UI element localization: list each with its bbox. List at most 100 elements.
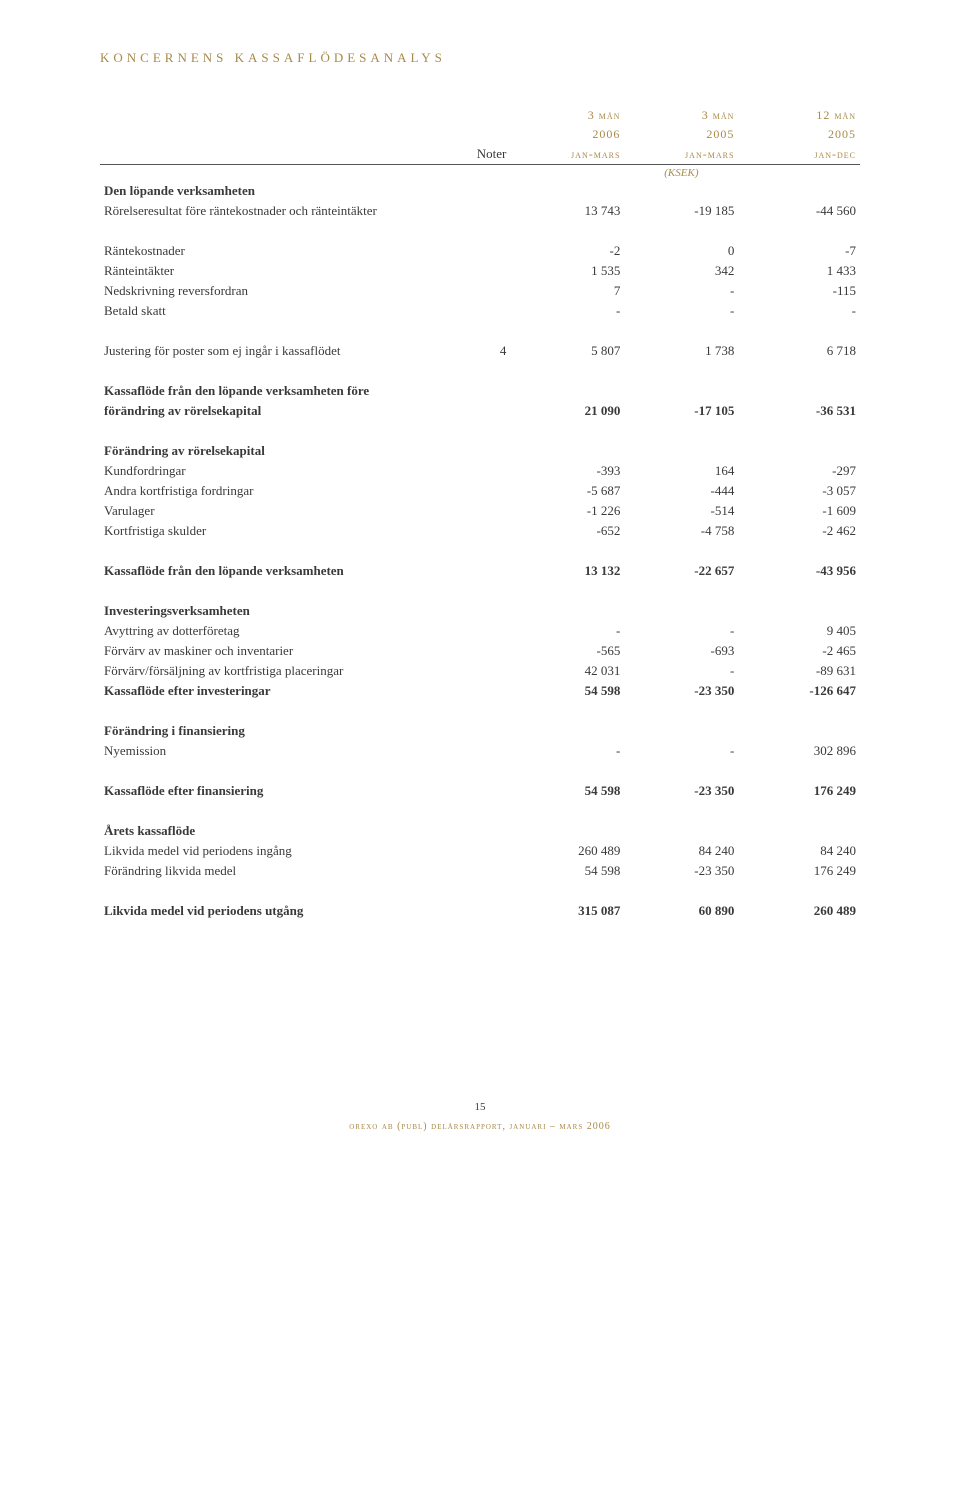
row-value: -444 bbox=[624, 481, 738, 501]
page: koncernens kassaflödesanalys 3 mån 3 mån… bbox=[0, 0, 960, 1172]
row-value: 176 249 bbox=[738, 861, 860, 881]
row-value: -7 bbox=[738, 241, 860, 261]
table-row: Räntekostnader-20-7 bbox=[100, 241, 860, 261]
section-heading: Investeringsverksamheten bbox=[100, 601, 860, 621]
row-noter bbox=[450, 241, 511, 261]
row-noter bbox=[450, 501, 511, 521]
table-row: Kassaflöde efter finansiering54 598-23 3… bbox=[100, 781, 860, 801]
row-label: Kundfordringar bbox=[100, 461, 450, 481]
section-heading-row: Förändring i finansiering bbox=[100, 721, 860, 741]
table-row: Förändring likvida medel 54 598-23 350176… bbox=[100, 861, 860, 881]
row-noter bbox=[450, 281, 511, 301]
row-value: 5 807 bbox=[510, 341, 624, 361]
table-row: Justering för poster som ej ingår i kass… bbox=[100, 341, 860, 361]
row-value: 84 240 bbox=[738, 841, 860, 861]
table-row: Likvida medel vid periodens ingång260 48… bbox=[100, 841, 860, 861]
row-value: 1 433 bbox=[738, 261, 860, 281]
row-value: 164 bbox=[624, 461, 738, 481]
row-value: -3 057 bbox=[738, 481, 860, 501]
row-value: -2 462 bbox=[738, 521, 860, 541]
table-row: Kassaflöde från den löpande verksamheten… bbox=[100, 381, 860, 401]
row-value: 315 087 bbox=[510, 901, 624, 921]
row-value: -514 bbox=[624, 501, 738, 521]
row-value: -23 350 bbox=[624, 861, 738, 881]
row-value: -22 657 bbox=[624, 561, 738, 581]
row-label: Avyttring av dotterföretag bbox=[100, 621, 450, 641]
row-label: Ränteintäkter bbox=[100, 261, 450, 281]
row-value: 176 249 bbox=[738, 781, 860, 801]
row-value: -19 185 bbox=[624, 201, 738, 221]
row-value bbox=[738, 381, 860, 401]
page-number: 15 bbox=[100, 1101, 860, 1113]
row-value: - bbox=[624, 621, 738, 641]
table-row: Betald skatt--- bbox=[100, 301, 860, 321]
row-value: 54 598 bbox=[510, 861, 624, 881]
spacer-row bbox=[100, 321, 860, 341]
header-col2-year: 2005 bbox=[624, 125, 738, 144]
table-row: Kortfristiga skulder-652-4 758-2 462 bbox=[100, 521, 860, 541]
row-value: 54 598 bbox=[510, 681, 624, 701]
row-label: Kassaflöde efter investeringar bbox=[100, 681, 450, 701]
row-value: -693 bbox=[624, 641, 738, 661]
row-value: -89 631 bbox=[738, 661, 860, 681]
row-noter bbox=[450, 201, 511, 221]
row-noter bbox=[450, 641, 511, 661]
spacer-row bbox=[100, 881, 860, 901]
row-noter bbox=[450, 861, 511, 881]
row-noter bbox=[450, 481, 511, 501]
header-row-months: 3 mån 3 mån 12 mån bbox=[100, 106, 860, 125]
row-label: Varulager bbox=[100, 501, 450, 521]
row-label: Rörelseresultat före räntekostnader och … bbox=[100, 201, 450, 221]
header-noter-label: Noter bbox=[450, 144, 511, 165]
row-value: -565 bbox=[510, 641, 624, 661]
table-row: Varulager-1 226-514-1 609 bbox=[100, 501, 860, 521]
row-label: Kassaflöde från den löpande verksamheten bbox=[100, 561, 450, 581]
header-col2-months: 3 mån bbox=[624, 106, 738, 125]
row-value: -1 226 bbox=[510, 501, 624, 521]
header-row-years: 2006 2005 2005 bbox=[100, 125, 860, 144]
section-heading: Årets kassaflöde bbox=[100, 821, 860, 841]
row-noter bbox=[450, 621, 511, 641]
row-value: 260 489 bbox=[738, 901, 860, 921]
row-value: 54 598 bbox=[510, 781, 624, 801]
section-heading-row: Den löpande verksamheten bbox=[100, 181, 860, 201]
spacer-row bbox=[100, 801, 860, 821]
row-value: 260 489 bbox=[510, 841, 624, 861]
row-label: Förändring likvida medel bbox=[100, 861, 450, 881]
header-col3-months: 12 mån bbox=[738, 106, 860, 125]
footer-publication-line: orexo ab (publ) delårsrapport, januari –… bbox=[100, 1121, 860, 1132]
row-value: -2 465 bbox=[738, 641, 860, 661]
table-row: Förvärv av maskiner och inventarier-565-… bbox=[100, 641, 860, 661]
row-value: 9 405 bbox=[738, 621, 860, 641]
header-row-periods: Noter jan-mars jan-mars jan-dec bbox=[100, 144, 860, 165]
row-value: -44 560 bbox=[738, 201, 860, 221]
table-row: förändring av rörelsekapital21 090-17 10… bbox=[100, 401, 860, 421]
row-value: 342 bbox=[624, 261, 738, 281]
header-col1-year: 2006 bbox=[510, 125, 624, 144]
row-value: 0 bbox=[624, 241, 738, 261]
row-label: Nyemission bbox=[100, 741, 450, 761]
row-label: Likvida medel vid periodens utgång bbox=[100, 901, 450, 921]
page-footer: 15 orexo ab (publ) delårsrapport, januar… bbox=[100, 1101, 860, 1132]
row-noter bbox=[450, 561, 511, 581]
row-value: - bbox=[738, 301, 860, 321]
row-noter bbox=[450, 401, 511, 421]
row-value bbox=[510, 381, 624, 401]
header-col1-months: 3 mån bbox=[510, 106, 624, 125]
row-value: 302 896 bbox=[738, 741, 860, 761]
row-value: -36 531 bbox=[738, 401, 860, 421]
row-value: - bbox=[510, 301, 624, 321]
table-row: Kundfordringar-393164-297 bbox=[100, 461, 860, 481]
section-heading: Förändring i finansiering bbox=[100, 721, 860, 741]
row-noter bbox=[450, 841, 511, 861]
row-noter bbox=[450, 901, 511, 921]
row-value: -297 bbox=[738, 461, 860, 481]
row-noter bbox=[450, 781, 511, 801]
document-title: koncernens kassaflödesanalys bbox=[100, 50, 860, 66]
spacer-row bbox=[100, 221, 860, 241]
row-value: 60 890 bbox=[624, 901, 738, 921]
section-heading: Den löpande verksamheten bbox=[100, 181, 860, 201]
row-value: - bbox=[624, 661, 738, 681]
table-row: Andra kortfristiga fordringar-5 687-444-… bbox=[100, 481, 860, 501]
row-value: - bbox=[624, 741, 738, 761]
